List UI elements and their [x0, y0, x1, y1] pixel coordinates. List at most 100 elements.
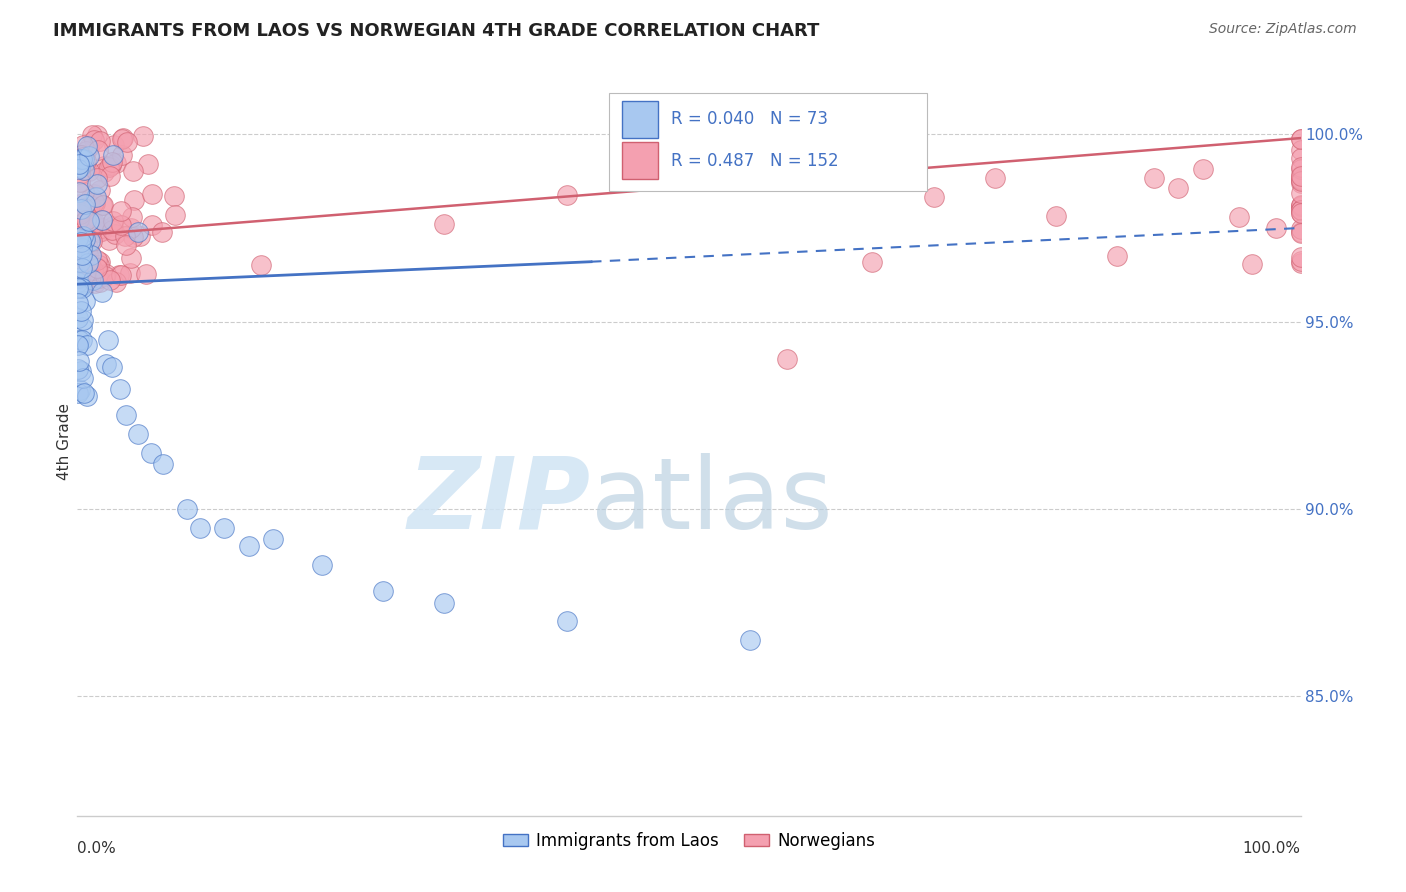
Point [86, 261, 108, 276]
Point [1107, 249, 1129, 263]
Point [1289, 226, 1312, 240]
Point [678, 159, 700, 173]
Point [73, 201, 96, 215]
Point [1289, 143, 1312, 157]
Point [163, 189, 186, 203]
Point [67, 243, 90, 257]
Point [70, 244, 93, 258]
Point [108, 382, 131, 396]
Point [72, 233, 94, 247]
Point [98, 169, 121, 184]
Point [100, 158, 122, 172]
Point [66, 386, 89, 401]
Point [72, 239, 94, 253]
Point [1289, 206, 1312, 220]
Point [87, 144, 110, 158]
Point [83, 195, 105, 210]
Point [740, 145, 762, 159]
Point [66, 337, 89, 351]
Point [152, 457, 174, 471]
Point [76, 138, 98, 153]
Point [111, 131, 134, 145]
Point [86, 177, 108, 191]
Point [433, 217, 456, 231]
Point [69, 353, 91, 368]
Point [70, 333, 93, 347]
Text: 0.0%: 0.0% [77, 841, 117, 856]
Point [70, 260, 93, 275]
Point [100, 359, 122, 374]
Point [69, 175, 91, 189]
Point [89, 254, 111, 268]
Point [67, 185, 90, 199]
Point [555, 188, 578, 202]
Point [188, 521, 211, 535]
Point [76, 202, 98, 217]
Point [120, 252, 142, 266]
Point [77, 247, 100, 261]
Point [1289, 173, 1312, 187]
Point [67, 161, 90, 176]
Point [70, 152, 93, 166]
Point [1289, 161, 1312, 176]
Point [84, 264, 107, 278]
Point [73, 163, 96, 178]
Point [70, 162, 93, 177]
Point [93, 268, 115, 283]
Point [66, 275, 89, 289]
Point [90, 285, 112, 299]
Point [1289, 203, 1312, 218]
Legend: Immigrants from Laos, Norwegians: Immigrants from Laos, Norwegians [496, 825, 882, 856]
Point [82, 128, 104, 143]
Point [371, 584, 394, 599]
Point [80, 248, 103, 262]
Point [77, 214, 100, 228]
Point [120, 221, 142, 235]
Point [75, 154, 97, 169]
Point [84, 259, 107, 273]
FancyBboxPatch shape [609, 93, 928, 191]
Point [176, 502, 198, 516]
Point [1289, 169, 1312, 183]
Point [90, 212, 112, 227]
Point [1289, 203, 1312, 218]
Point [93, 165, 115, 179]
Point [77, 148, 100, 162]
Point [101, 155, 124, 169]
Point [800, 153, 823, 168]
Point [433, 596, 456, 610]
Point [105, 156, 128, 170]
Point [80, 235, 103, 249]
Point [70, 248, 93, 262]
Point [86, 252, 108, 267]
Point [311, 558, 333, 573]
Point [108, 268, 131, 282]
Point [69, 270, 91, 285]
Point [1045, 209, 1067, 223]
Point [76, 203, 98, 218]
Point [72, 241, 94, 255]
Point [104, 227, 127, 242]
Point [89, 225, 111, 239]
Point [89, 134, 111, 148]
Point [128, 229, 150, 244]
Point [1289, 172, 1312, 186]
Point [91, 223, 114, 237]
Point [73, 267, 96, 281]
Point [73, 197, 96, 211]
Point [72, 138, 94, 153]
Point [82, 216, 104, 230]
Point [862, 254, 884, 268]
Point [121, 163, 143, 178]
Text: atlas: atlas [591, 453, 832, 550]
Point [76, 389, 98, 403]
Point [1167, 181, 1189, 195]
Point [66, 362, 89, 376]
Point [163, 208, 186, 222]
Point [72, 313, 94, 327]
Point [69, 153, 91, 167]
Point [69, 206, 91, 220]
Point [111, 132, 134, 146]
Point [1289, 222, 1312, 236]
Point [75, 212, 97, 227]
